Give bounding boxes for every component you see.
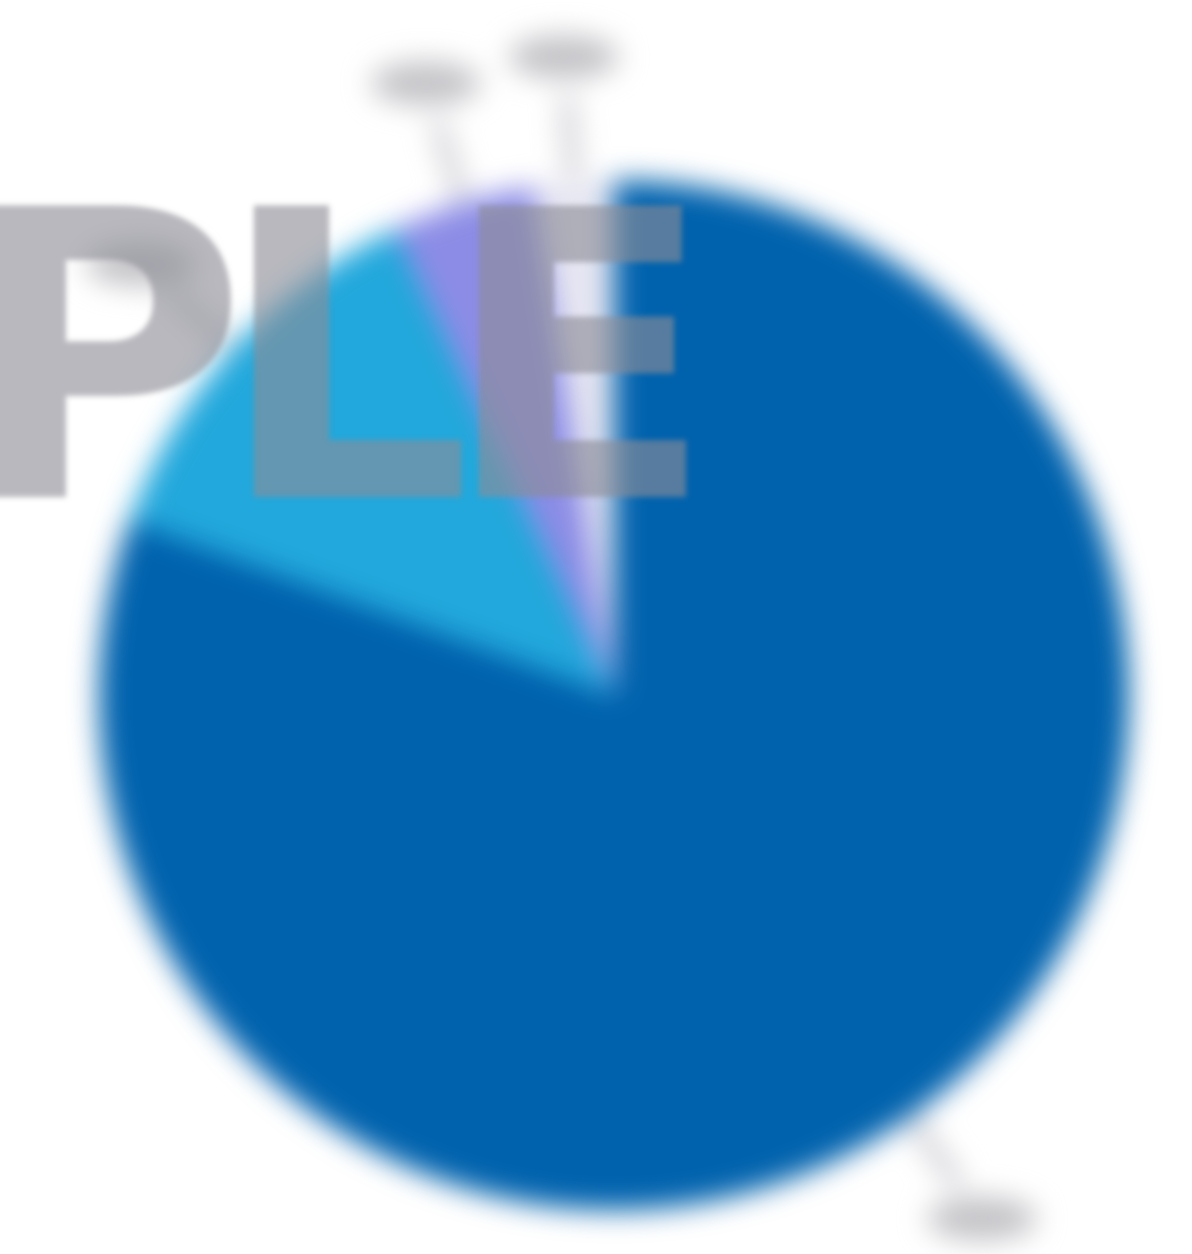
leader-line-1	[908, 1117, 964, 1189]
pie-slice-3	[394, 186, 614, 695]
slice-label-2	[85, 242, 196, 287]
slice-label-1	[927, 1196, 1038, 1241]
pie-slice-4	[533, 180, 614, 695]
pie-slice-2	[129, 229, 614, 695]
leader-line-4	[560, 94, 580, 179]
slice-label-3	[370, 61, 481, 106]
pie-labels	[85, 34, 1038, 1241]
slice-label-4	[508, 34, 619, 79]
leader-line-2	[166, 287, 233, 349]
leader-line-3	[432, 119, 467, 201]
pie-slice-1	[99, 180, 1130, 1210]
pie-slices	[99, 180, 1130, 1210]
